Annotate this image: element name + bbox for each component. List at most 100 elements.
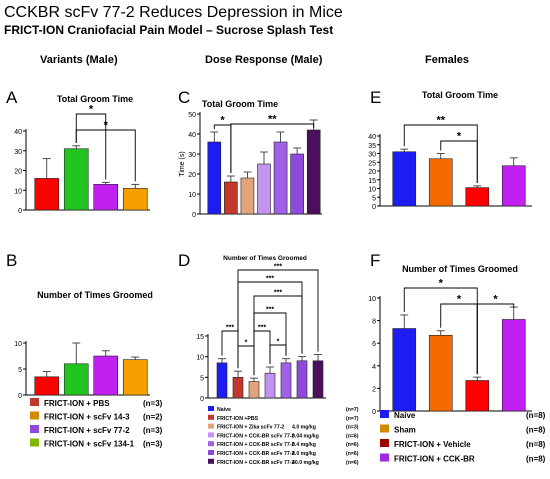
legend-label: FRICT-ION + scFv 134-1 bbox=[44, 440, 135, 449]
y-tick-label: 0 bbox=[18, 208, 22, 215]
y-tick-label: 4 bbox=[372, 364, 376, 371]
y-tick-label: 35 bbox=[368, 143, 376, 150]
y-tick-label: 20 bbox=[368, 169, 376, 176]
legend-swatch bbox=[208, 458, 214, 464]
legend-label: FRICT-ION + Vehicle bbox=[394, 440, 471, 449]
significance-label: * bbox=[220, 115, 225, 127]
y-tick-label: 5 bbox=[372, 195, 376, 202]
legend-n: (n=3) bbox=[346, 425, 359, 431]
panel-letter: A bbox=[6, 88, 18, 107]
legend-label: FRICT-ION + PBS bbox=[44, 399, 110, 408]
panel-d: D Number of Times Groomed051015**********… bbox=[178, 251, 359, 466]
y-tick-label: 40 bbox=[14, 129, 22, 136]
legend-n: (n=8) bbox=[526, 426, 546, 435]
y-tick-label: 8 bbox=[372, 319, 376, 326]
legend-swatch bbox=[208, 432, 214, 438]
y-tick-label: 0 bbox=[372, 204, 376, 211]
significance-label: *** bbox=[274, 264, 282, 271]
significance-bracket bbox=[75, 129, 136, 182]
legend-swatch bbox=[380, 439, 389, 447]
bar bbox=[465, 380, 490, 412]
bar bbox=[224, 181, 238, 215]
figure-title: CCKBR scFv 77-2 Reduces Depression in Mi… bbox=[4, 4, 343, 21]
y-axis-label: Time (s) bbox=[179, 151, 186, 176]
legend-n: (n=8) bbox=[526, 455, 546, 464]
column-heading-dose-response: Dose Response (Male) bbox=[205, 54, 323, 66]
legend-label: FRICT-ION + CCK-BR scFv 77-2 bbox=[217, 451, 295, 457]
legend-swatch bbox=[208, 414, 214, 420]
bar bbox=[290, 153, 304, 215]
column-heading-variants: Variants (Male) bbox=[40, 54, 118, 66]
y-tick-label: 0 bbox=[18, 393, 22, 400]
y-tick-label: 40 bbox=[368, 134, 376, 141]
significance-bracket bbox=[237, 269, 319, 369]
y-tick-label: 40 bbox=[188, 132, 196, 139]
panel-title: Total Groom Time bbox=[202, 99, 278, 109]
significance-label: * bbox=[104, 120, 109, 132]
bar bbox=[122, 187, 148, 211]
y-tick-label: 0 bbox=[200, 396, 204, 403]
bar bbox=[207, 141, 222, 215]
legend-n: (n=7) bbox=[346, 416, 359, 422]
significance-label: *** bbox=[266, 276, 274, 283]
column-heading-females: Females bbox=[425, 54, 469, 66]
panel-title: Total Groom Time bbox=[57, 94, 133, 104]
y-tick-label: 30 bbox=[368, 152, 376, 159]
panel-letter: B bbox=[6, 251, 17, 270]
bar bbox=[122, 359, 148, 396]
significance-label: *** bbox=[274, 290, 282, 297]
legend-dose: 40.0 mg/kg bbox=[292, 460, 319, 466]
y-tick-label: 5 bbox=[18, 367, 22, 374]
bar bbox=[296, 360, 308, 399]
legend-dose: 0.4 mg/kg bbox=[292, 442, 316, 448]
bar bbox=[280, 362, 292, 399]
y-tick-label: 20 bbox=[188, 172, 196, 179]
significance-label: * bbox=[493, 294, 498, 306]
bar bbox=[392, 328, 417, 412]
bar bbox=[93, 184, 119, 211]
y-tick-label: 50 bbox=[188, 112, 196, 119]
legend-swatch bbox=[380, 453, 389, 462]
significance-label: * bbox=[245, 340, 248, 347]
legend-n: (n=3) bbox=[143, 440, 163, 449]
legend-label: FRICT-ION +PBS bbox=[217, 416, 259, 422]
y-tick-label: 10 bbox=[14, 341, 22, 348]
legend-n: (n=8) bbox=[526, 411, 546, 420]
legend-label: FRICT-ION + CCK-BR bbox=[394, 455, 475, 464]
y-tick-label: 20 bbox=[14, 169, 22, 176]
significance-label: * bbox=[439, 278, 444, 290]
legend-label: Naive bbox=[394, 411, 416, 420]
y-tick-label: 2 bbox=[372, 386, 376, 393]
bar bbox=[34, 178, 60, 211]
legend-label: FRICT-ION + scFv 77-2 bbox=[44, 426, 130, 435]
legend-swatch bbox=[380, 424, 389, 433]
significance-bracket bbox=[269, 344, 287, 364]
bar bbox=[501, 319, 526, 412]
significance-bracket bbox=[237, 345, 255, 376]
bar bbox=[428, 158, 453, 207]
significance-bracket bbox=[253, 330, 271, 376]
y-tick-label: 15 bbox=[368, 178, 376, 185]
legend-label: FRICT-ION + Zika scFv 77-2 bbox=[217, 425, 284, 431]
legend-swatch bbox=[380, 410, 389, 418]
panel-title: Number of Times Groomed bbox=[223, 255, 307, 262]
y-tick-label: 10 bbox=[196, 355, 204, 362]
legend-swatch bbox=[208, 450, 214, 455]
figure-subtitle: FRICT-ION Craniofacial Pain Model – Sucr… bbox=[4, 23, 333, 37]
legend-label: FRICT-ION + scFv 14-3 bbox=[44, 413, 130, 422]
y-tick-label: 15 bbox=[196, 334, 204, 341]
significance-bracket bbox=[476, 303, 515, 375]
bar bbox=[63, 363, 89, 396]
legend-swatch bbox=[208, 441, 214, 447]
y-tick-label: 6 bbox=[372, 341, 376, 348]
bar bbox=[392, 151, 417, 207]
legend-swatch bbox=[208, 406, 214, 411]
bar bbox=[257, 163, 271, 215]
legend-swatch bbox=[30, 398, 39, 406]
legend-dose: 0.04 mg/kg bbox=[292, 433, 319, 439]
y-tick-label: 30 bbox=[188, 152, 196, 159]
significance-bracket bbox=[440, 140, 478, 183]
significance-label: *** bbox=[266, 307, 274, 314]
significance-label: ** bbox=[268, 114, 277, 126]
